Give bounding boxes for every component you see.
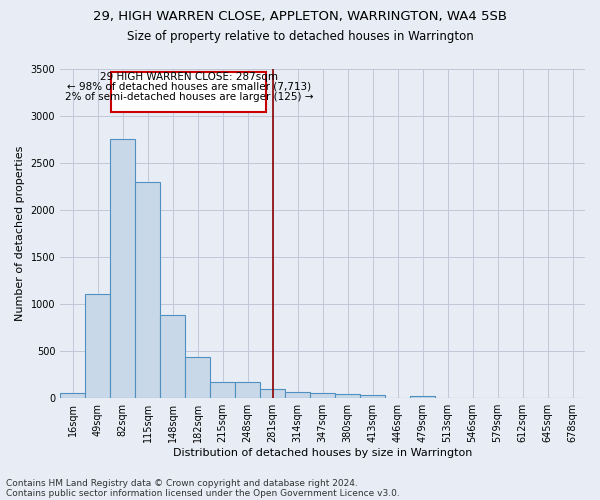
Text: 2% of semi-detached houses are larger (125) →: 2% of semi-detached houses are larger (1… [65,92,313,102]
Bar [360,395,385,398]
Bar [410,396,435,398]
Bar [285,392,310,398]
Bar [112,72,266,112]
Bar [210,382,235,398]
Bar [60,393,85,398]
Text: ← 98% of detached houses are smaller (7,713): ← 98% of detached houses are smaller (7,… [67,82,311,92]
Text: Size of property relative to detached houses in Warrington: Size of property relative to detached ho… [127,30,473,43]
Bar [135,182,160,398]
Text: 29, HIGH WARREN CLOSE, APPLETON, WARRINGTON, WA4 5SB: 29, HIGH WARREN CLOSE, APPLETON, WARRING… [93,10,507,23]
Bar [185,358,210,398]
Text: Contains public sector information licensed under the Open Government Licence v3: Contains public sector information licen… [6,488,400,498]
X-axis label: Distribution of detached houses by size in Warrington: Distribution of detached houses by size … [173,448,472,458]
Bar [235,382,260,398]
Bar [335,394,360,398]
Bar [160,315,185,398]
Bar [310,393,335,398]
Text: 29 HIGH WARREN CLOSE: 287sqm: 29 HIGH WARREN CLOSE: 287sqm [100,72,278,82]
Bar [85,294,110,398]
Y-axis label: Number of detached properties: Number of detached properties [15,146,25,321]
Bar [260,389,285,398]
Bar [110,140,135,398]
Text: Contains HM Land Registry data © Crown copyright and database right 2024.: Contains HM Land Registry data © Crown c… [6,478,358,488]
